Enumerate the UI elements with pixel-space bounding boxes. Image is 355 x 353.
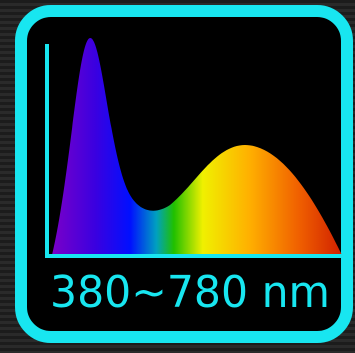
spectrum-curve bbox=[52, 37, 342, 256]
range-label: 380~780 nm bbox=[50, 267, 330, 318]
